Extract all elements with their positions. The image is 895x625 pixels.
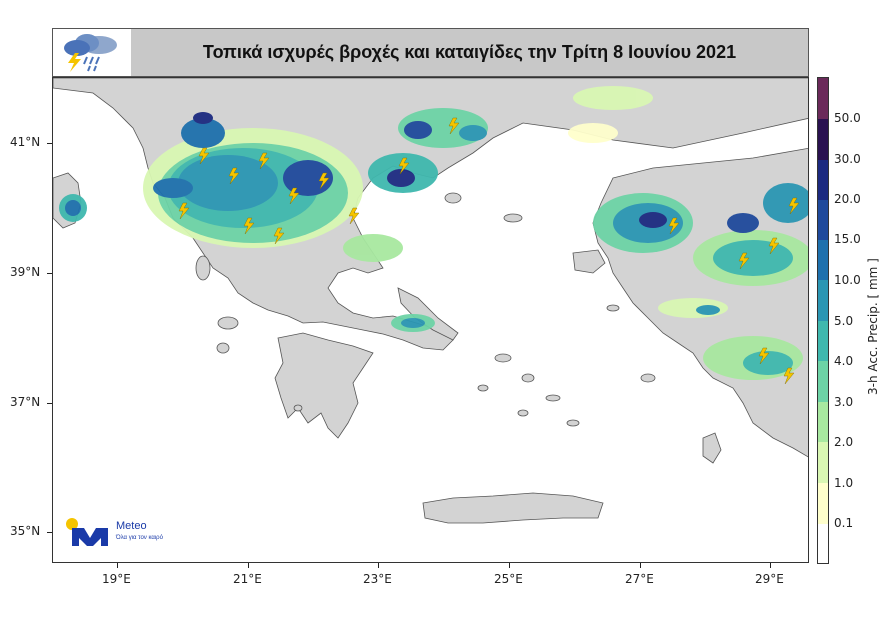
brand-name: Meteo bbox=[116, 520, 147, 532]
colorbar-segment bbox=[818, 402, 828, 442]
lightning-icon bbox=[288, 187, 300, 205]
brand-tagline: Όλα για τον καιρό bbox=[116, 535, 163, 541]
rhodes-island bbox=[702, 432, 722, 464]
colorbar-segment bbox=[818, 200, 828, 240]
title-bar: Τοπικά ισχυρές βροχές και καταιγίδες την… bbox=[52, 28, 809, 77]
colorbar-segment bbox=[818, 361, 828, 402]
crete-island bbox=[422, 492, 604, 524]
lightning-icon bbox=[783, 367, 795, 385]
lightning-icon bbox=[318, 172, 330, 190]
colorbar-segment bbox=[818, 160, 828, 200]
lon-tick-27: 27°E bbox=[625, 572, 654, 586]
lat-tick-39: 39°N bbox=[10, 265, 41, 279]
colorbar-label: 50.0 bbox=[834, 111, 861, 125]
lightning-icon bbox=[273, 227, 285, 245]
colorbar-segment bbox=[818, 119, 828, 160]
lightning-icon bbox=[788, 197, 800, 215]
colorbar-segment bbox=[818, 321, 828, 361]
lon-tick-19: 19°E bbox=[102, 572, 131, 586]
colorbar-label: 10.0 bbox=[834, 273, 861, 287]
precipitation-map bbox=[52, 77, 809, 563]
colorbar-segment bbox=[818, 483, 828, 524]
colorbar-segment bbox=[818, 442, 828, 483]
lightning-icon bbox=[198, 147, 210, 165]
lon-tick-23: 23°E bbox=[363, 572, 392, 586]
lightning-icon bbox=[178, 202, 190, 220]
lightning-icon bbox=[738, 252, 750, 270]
storm-weather-icon bbox=[53, 29, 131, 76]
lesvos-island bbox=[572, 249, 606, 274]
colorbar-label: 5.0 bbox=[834, 314, 854, 328]
colorbar-title: 3-h Acc. Precip. [ mm ] bbox=[866, 258, 880, 395]
lon-tick-21: 21°E bbox=[233, 572, 262, 586]
colorbar-segment bbox=[818, 78, 828, 119]
lightning-icon bbox=[243, 217, 255, 235]
colorbar-segment bbox=[818, 280, 828, 321]
meteo-m-icon bbox=[66, 518, 108, 546]
lightning-icon bbox=[448, 117, 460, 135]
colorbar-label: 3.0 bbox=[834, 395, 854, 409]
lightning-icon bbox=[258, 152, 270, 170]
colorbar-label: 2.0 bbox=[834, 435, 854, 449]
lat-tick-37: 37°N bbox=[10, 395, 41, 409]
precip-layer bbox=[59, 86, 808, 380]
colorbar-label: 0.1 bbox=[834, 516, 854, 530]
colorbar-label: 30.0 bbox=[834, 152, 861, 166]
map-title: Τοπικά ισχυρές βροχές και καταιγίδες την… bbox=[202, 42, 737, 62]
lightning-icon bbox=[228, 167, 240, 185]
lightning-icon bbox=[348, 207, 360, 225]
lightning-icon bbox=[768, 237, 780, 255]
lightning-icon bbox=[398, 157, 410, 175]
lat-tick-35: 35°N bbox=[10, 524, 41, 538]
map-canvas bbox=[53, 78, 808, 524]
lightning-icon bbox=[668, 217, 680, 235]
lat-tick-41: 41°N bbox=[10, 135, 41, 149]
lightning-icon bbox=[758, 347, 770, 365]
colorbar-label: 4.0 bbox=[834, 354, 854, 368]
colorbar-segment bbox=[818, 524, 828, 563]
colorbar-label: 20.0 bbox=[834, 192, 861, 206]
lon-tick-29: 29°E bbox=[755, 572, 784, 586]
colorbar-segment bbox=[818, 240, 828, 280]
lightning-markers bbox=[178, 117, 800, 385]
evia-island bbox=[397, 287, 459, 341]
colorbar-label: 1.0 bbox=[834, 476, 854, 490]
precip-colorbar bbox=[817, 77, 829, 564]
meteo-logo: Meteo Όλα για τον καιρό bbox=[64, 516, 174, 556]
lon-tick-25: 25°E bbox=[494, 572, 523, 586]
peloponnese bbox=[274, 332, 374, 439]
colorbar-label: 15.0 bbox=[834, 232, 861, 246]
